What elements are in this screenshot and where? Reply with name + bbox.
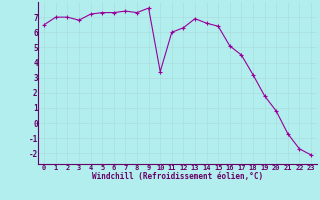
X-axis label: Windchill (Refroidissement éolien,°C): Windchill (Refroidissement éolien,°C) [92, 172, 263, 181]
